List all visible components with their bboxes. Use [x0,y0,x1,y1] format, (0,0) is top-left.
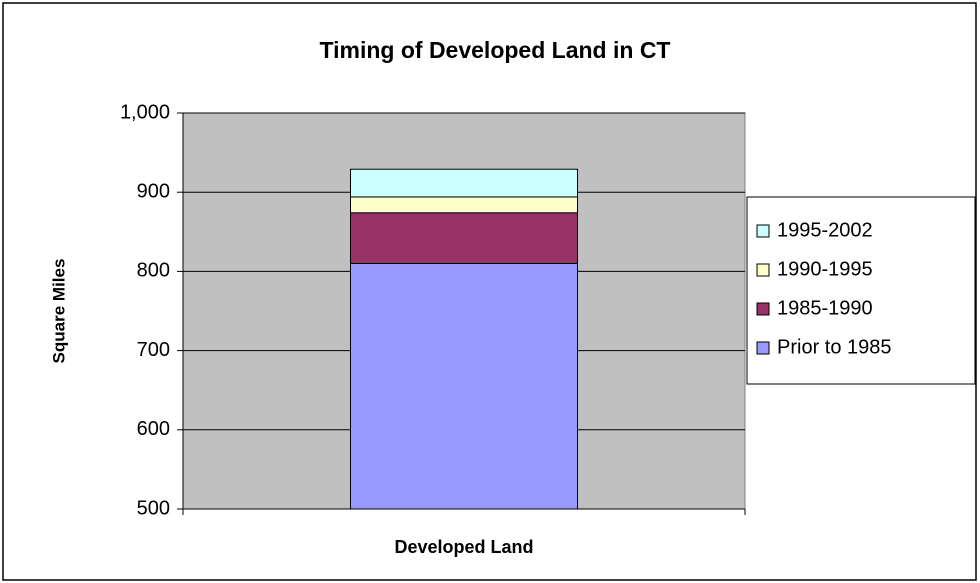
bar-segment [350,196,578,214]
legend [746,196,976,385]
legend-label: 1990-1995 [777,258,873,280]
legend-label: 1985-1990 [777,297,873,319]
bar-segment [350,168,578,198]
y-axis-label: Square Miles [49,259,68,364]
legend-label: 1995-2002 [777,219,873,241]
y-tick-label: 800 [137,260,170,282]
legend-swatch [756,263,770,277]
bar-segment [350,212,578,264]
legend-swatch [756,224,770,238]
x-tick-label: Developed Land [394,537,533,557]
bar-segment [350,262,578,510]
chart-title: Timing of Developed Land in CT [320,37,671,63]
legend-swatch [756,341,770,355]
legend-swatch [756,302,770,316]
y-tick-label: 1,000 [120,101,170,123]
legend-label: Prior to 1985 [777,336,892,358]
y-tick-label: 500 [137,497,170,519]
y-tick-label: 600 [137,418,170,440]
y-tick-label: 700 [137,339,170,361]
y-tick-label: 900 [137,180,170,202]
